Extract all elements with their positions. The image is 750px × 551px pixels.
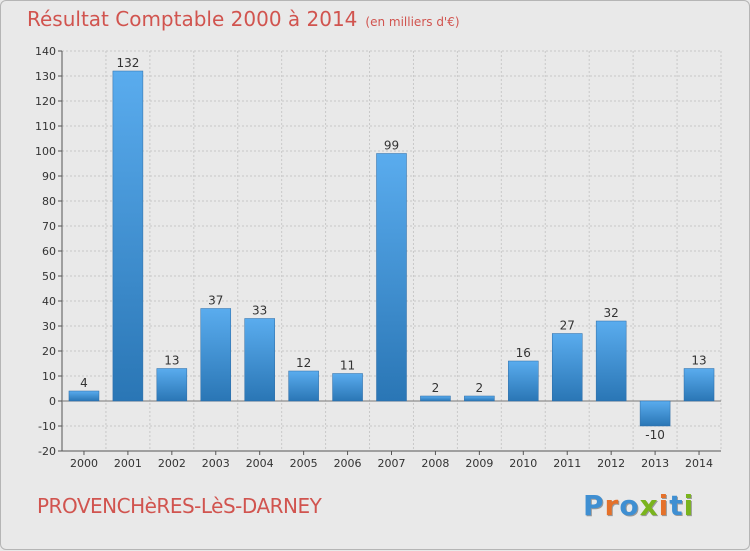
bar [683,368,715,402]
x-tick-label: 2002 [158,457,186,470]
logo-letter: x [639,489,659,522]
y-tick-label: 50 [42,270,56,283]
x-tick-label: 2005 [290,457,318,470]
y-tick-label: 60 [42,245,56,258]
y-tick-label: 130 [35,70,56,83]
data-label: 132 [116,56,139,70]
x-tick-label: 2010 [509,457,537,470]
data-label: 11 [340,359,355,373]
logo-letter: t [669,489,684,522]
data-label: 2 [476,381,484,395]
x-tick-label: 2000 [70,457,98,470]
y-tick-label: 90 [42,170,56,183]
data-label: 2 [432,381,440,395]
data-label: 33 [252,304,267,318]
y-tick-label: 30 [42,320,56,333]
y-tick-label: 40 [42,295,56,308]
data-label: 99 [384,139,399,153]
bar [464,395,495,402]
logo-letter: o [619,489,640,522]
x-tick-label: 2011 [553,457,581,470]
data-label: 32 [604,306,619,320]
bar [420,395,451,402]
bar [332,373,363,402]
x-tick-label: 2012 [597,457,625,470]
bar [551,333,583,402]
data-label: 13 [164,354,179,368]
y-tick-label: 10 [42,370,56,383]
x-tick-label: 2014 [685,457,713,470]
proxiti-logo: Proxiti [583,489,694,522]
y-tick-label: -20 [38,445,56,458]
x-tick-label: 2007 [378,457,406,470]
bar [244,318,275,402]
logo-letter: r [604,489,620,522]
x-tick-label: 2013 [641,457,669,470]
town-name: PROVENCHèRES-LèS-DARNEY [37,494,322,518]
data-label: 37 [208,294,223,308]
bar [156,368,188,402]
data-label: 4 [80,376,88,390]
y-tick-label: 100 [35,145,56,158]
x-tick-label: 2008 [421,457,449,470]
bar [68,390,100,402]
data-label: -10 [645,428,665,442]
bar [376,153,407,402]
x-tick-label: 2003 [202,457,230,470]
y-tick-label: 0 [49,395,56,408]
x-tick-label: 2006 [334,457,362,470]
logo-letter: i [658,489,670,522]
chart-subtitle: (en milliers d'€) [365,15,460,29]
y-tick-label: 70 [42,220,56,233]
chart-title: Résultat Comptable 2000 à 2014 (en millie… [27,7,460,31]
data-label: 12 [296,356,311,370]
bar [595,320,627,402]
x-tick-label: 2004 [246,457,274,470]
bar [508,360,539,402]
x-tick-label: 2001 [114,457,142,470]
bar [112,70,144,402]
y-tick-label: 120 [35,95,56,108]
bar [200,308,232,402]
x-tick-label: 2009 [465,457,493,470]
y-tick-label: 140 [35,45,56,58]
logo-letter: i [683,489,695,522]
data-label: 13 [691,354,706,368]
logo-letter: P [583,489,605,522]
bar [639,400,671,427]
y-tick-label: 110 [35,120,56,133]
y-tick-label: 20 [42,345,56,358]
bar [288,370,319,402]
chart-title-text: Résultat Comptable 2000 à 2014 [27,7,358,31]
data-label: 27 [560,319,575,333]
data-label: 16 [516,346,531,360]
y-tick-label: 80 [42,195,56,208]
y-tick-label: -10 [38,420,56,433]
